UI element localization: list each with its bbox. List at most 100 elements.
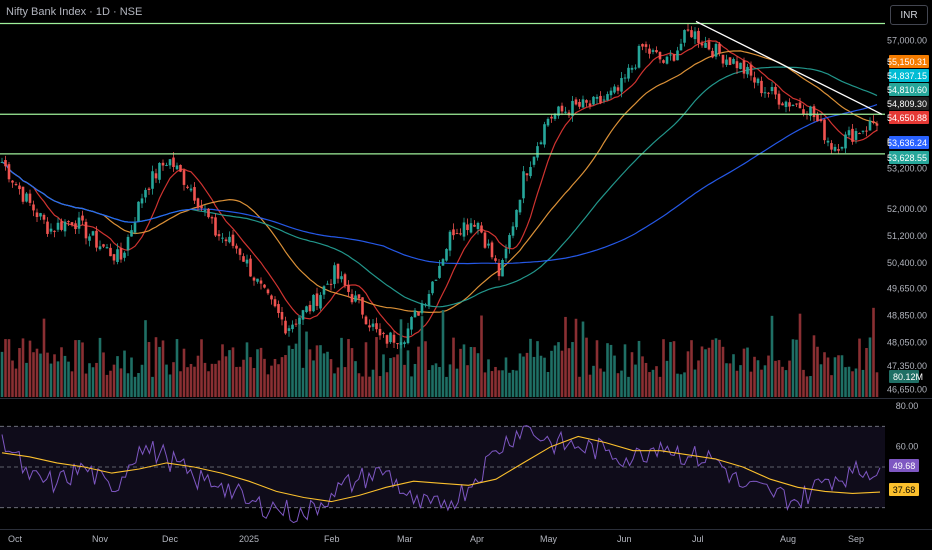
volume-bar — [721, 346, 725, 397]
price-label: 54,837.15 — [887, 71, 927, 81]
volume-bar — [249, 357, 252, 397]
candle-body — [161, 162, 165, 166]
candle-body — [396, 343, 399, 345]
candle-body — [518, 199, 522, 213]
volume-bar — [746, 347, 749, 397]
currency-button[interactable]: INR — [890, 5, 928, 25]
volume-bar — [273, 358, 277, 397]
candle-body — [574, 99, 578, 105]
volume-bar — [266, 374, 270, 397]
time-axis-tick: Feb — [324, 534, 340, 544]
volume-bar — [616, 373, 620, 397]
volume-bar — [63, 355, 67, 397]
candle-body — [25, 193, 28, 202]
candle-body — [0, 161, 4, 163]
volume-bar — [364, 342, 368, 397]
volume-bar — [144, 320, 147, 397]
volume-bar — [819, 364, 823, 397]
price-label: 53,636.24 — [887, 138, 927, 148]
volume-bar — [553, 345, 557, 397]
volume-bar — [543, 357, 546, 397]
candle-body — [350, 294, 354, 303]
volume-bar — [872, 307, 875, 397]
candle-body — [203, 210, 207, 212]
candle-body — [728, 57, 732, 65]
volume-bar — [683, 372, 686, 397]
candle-body — [11, 180, 14, 183]
volume-bar — [784, 370, 788, 397]
rsi-line — [1, 425, 881, 524]
volume-bar — [245, 342, 249, 397]
candle-body — [354, 295, 357, 302]
volume-bar — [462, 344, 466, 397]
volume-bar — [574, 318, 578, 397]
volume-bar — [550, 350, 553, 397]
volume-bar — [665, 360, 669, 397]
ma-fast-line — [1, 39, 878, 339]
volume-bar — [81, 342, 84, 397]
volume-bar — [438, 367, 441, 397]
volume-bar — [606, 343, 609, 397]
candle-body — [245, 259, 249, 264]
volume-bar — [322, 353, 326, 397]
volume-bar — [60, 347, 63, 397]
candle-body — [875, 123, 879, 126]
candle-body — [322, 286, 326, 295]
volume-bar — [455, 368, 459, 397]
volume-bar — [494, 366, 497, 397]
volume-bar — [529, 338, 532, 397]
candle-body — [557, 106, 560, 116]
price-axis-tick: 47,350.00 — [887, 361, 927, 371]
candle-body — [735, 61, 739, 69]
volume-bar — [630, 352, 634, 397]
volume-bar — [522, 356, 525, 397]
volume-bar — [847, 366, 851, 397]
volume-bar — [102, 352, 105, 397]
volume-bar — [294, 343, 298, 397]
volume-bar — [287, 345, 291, 397]
candle-body — [690, 30, 693, 38]
volume-bar — [434, 363, 438, 397]
volume-bar — [718, 339, 721, 397]
volume-bar — [280, 357, 284, 397]
price-label-tag — [889, 69, 929, 82]
candle-body — [4, 160, 7, 167]
volume-bar — [417, 346, 420, 397]
volume-bar — [805, 376, 809, 397]
candle-body — [287, 328, 291, 331]
volume-bar — [679, 374, 683, 397]
volume-bar — [504, 357, 508, 397]
candle-body — [46, 221, 49, 234]
volume-bar — [567, 348, 571, 397]
volume-bar — [399, 319, 403, 397]
volume-bar — [189, 363, 193, 397]
candle-body — [662, 60, 665, 63]
candle-body — [840, 146, 844, 149]
volume-bar — [641, 356, 644, 397]
candle-body — [564, 111, 567, 113]
volume-bar — [312, 360, 315, 397]
volume-bar — [763, 365, 767, 397]
candle-body — [420, 303, 424, 314]
candle-body — [186, 186, 189, 188]
candle-body — [511, 226, 515, 236]
volume-bar — [693, 369, 697, 397]
price-label-tag — [889, 111, 929, 124]
volume-bar — [515, 370, 518, 397]
volume-bar — [571, 342, 574, 397]
candle-body — [35, 212, 39, 217]
candle-body — [14, 183, 18, 185]
volume-bar — [235, 366, 238, 397]
candle-body — [788, 102, 791, 107]
candle-body — [595, 96, 599, 99]
candle-body — [452, 229, 455, 236]
volume-bar — [599, 368, 602, 397]
rsi-axis-tick: 60.00 — [896, 442, 919, 452]
candle-body — [389, 332, 392, 343]
volume-bar — [823, 352, 826, 397]
candle-body — [312, 294, 315, 312]
candle-body — [147, 188, 151, 190]
price-axis-tick: 52,000.00 — [887, 204, 927, 214]
candle-body — [368, 325, 371, 328]
